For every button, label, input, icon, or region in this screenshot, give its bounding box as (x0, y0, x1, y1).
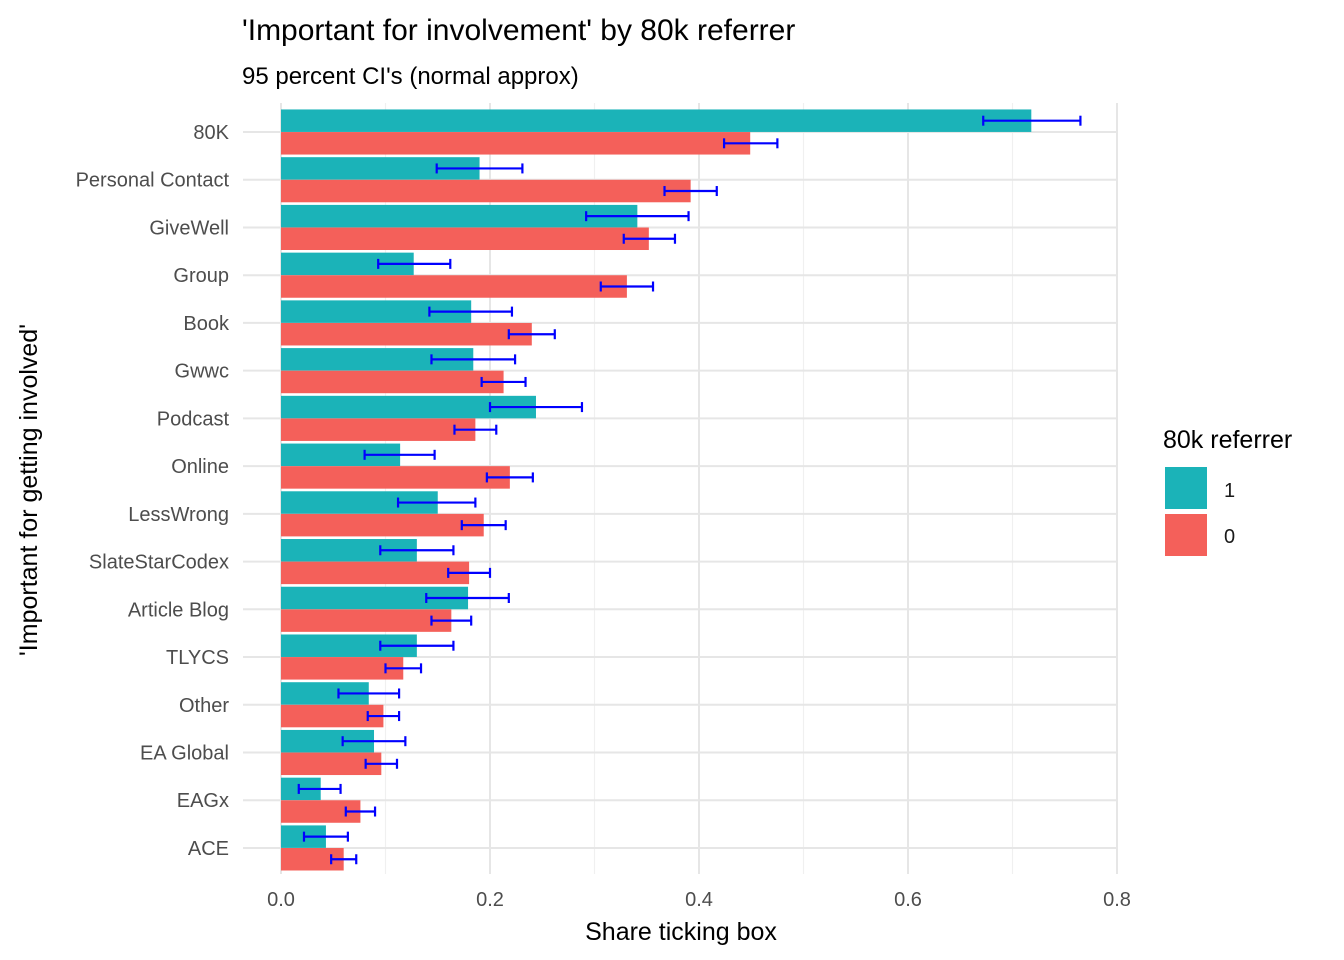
bar (281, 322, 532, 346)
bar (281, 179, 691, 203)
y-tick-label: 80K (193, 122, 229, 144)
y-tick-label: Book (183, 313, 230, 335)
bar (281, 227, 649, 251)
bar (281, 657, 404, 680)
x-tick-label: 0.4 (685, 889, 713, 911)
bar (281, 443, 401, 467)
bar (281, 800, 361, 823)
y-tick-label: LessWrong (128, 504, 229, 526)
bar (281, 561, 470, 585)
y-tick-label: Gwwc (175, 361, 229, 383)
bar (281, 275, 627, 298)
bar (281, 586, 469, 610)
chart-subtitle: 95 percent CI's (normal approx) (242, 63, 579, 90)
bar (281, 252, 414, 276)
legend-label-series-0: 0 (1224, 526, 1235, 548)
y-tick-label: TLYCS (166, 647, 229, 669)
x-tick-label: 0.8 (1103, 889, 1131, 911)
y-tick-label: EAGx (177, 790, 229, 812)
bar (281, 609, 452, 632)
y-tick-label: Article Blog (128, 599, 229, 621)
bars (281, 109, 1032, 871)
legend: 80k referrer 1 0 (1163, 426, 1292, 556)
bar (281, 418, 476, 441)
bar (281, 204, 638, 228)
y-tick-label: Podcast (157, 408, 230, 430)
bar (281, 752, 382, 776)
bar (281, 491, 438, 514)
legend-swatch-series-0 (1165, 514, 1207, 556)
bar (281, 300, 472, 323)
bar (281, 704, 384, 728)
x-tick-label: 0.6 (894, 889, 922, 911)
bar (281, 634, 417, 657)
x-tick-label: 0.0 (267, 889, 295, 911)
bar (281, 513, 484, 537)
y-tick-label: EA Global (140, 742, 229, 764)
y-tick-label: Personal Contact (76, 170, 230, 192)
x-tick-label: 0.2 (476, 889, 504, 911)
x-axis-tick-labels: 0.0 0.2 0.4 0.6 0.8 (267, 889, 1131, 911)
bar (281, 729, 375, 753)
bar (281, 466, 510, 489)
bar (281, 539, 417, 562)
chart-title: 'Important for involvement' by 80k refer… (242, 14, 795, 47)
x-axis-label: Share ticking box (585, 918, 777, 946)
grid (243, 103, 1118, 874)
bar (281, 848, 344, 871)
y-tick-label: Online (171, 456, 229, 478)
bar (281, 109, 1032, 132)
bar (281, 682, 369, 705)
y-axis-label: 'Important for getting involved' (15, 324, 43, 656)
y-tick-label: ACE (188, 838, 229, 860)
y-tick-label: Group (173, 265, 229, 287)
y-tick-label: GiveWell (149, 217, 229, 239)
y-axis-tick-labels: 80K Personal Contact GiveWell Group Book Gwwc… (76, 122, 230, 860)
bar (281, 132, 751, 155)
y-tick-label: SlateStarCodex (89, 552, 229, 574)
legend-title: 80k referrer (1163, 426, 1292, 454)
legend-label-series-1: 1 (1224, 480, 1235, 502)
legend-swatch-series-1 (1165, 467, 1207, 509)
y-tick-label: Other (179, 695, 229, 717)
bar (281, 348, 474, 371)
bar (281, 395, 536, 419)
plot-area (243, 103, 1118, 874)
bar (281, 370, 504, 394)
error-bars (297, 115, 1082, 865)
bar (281, 157, 480, 180)
